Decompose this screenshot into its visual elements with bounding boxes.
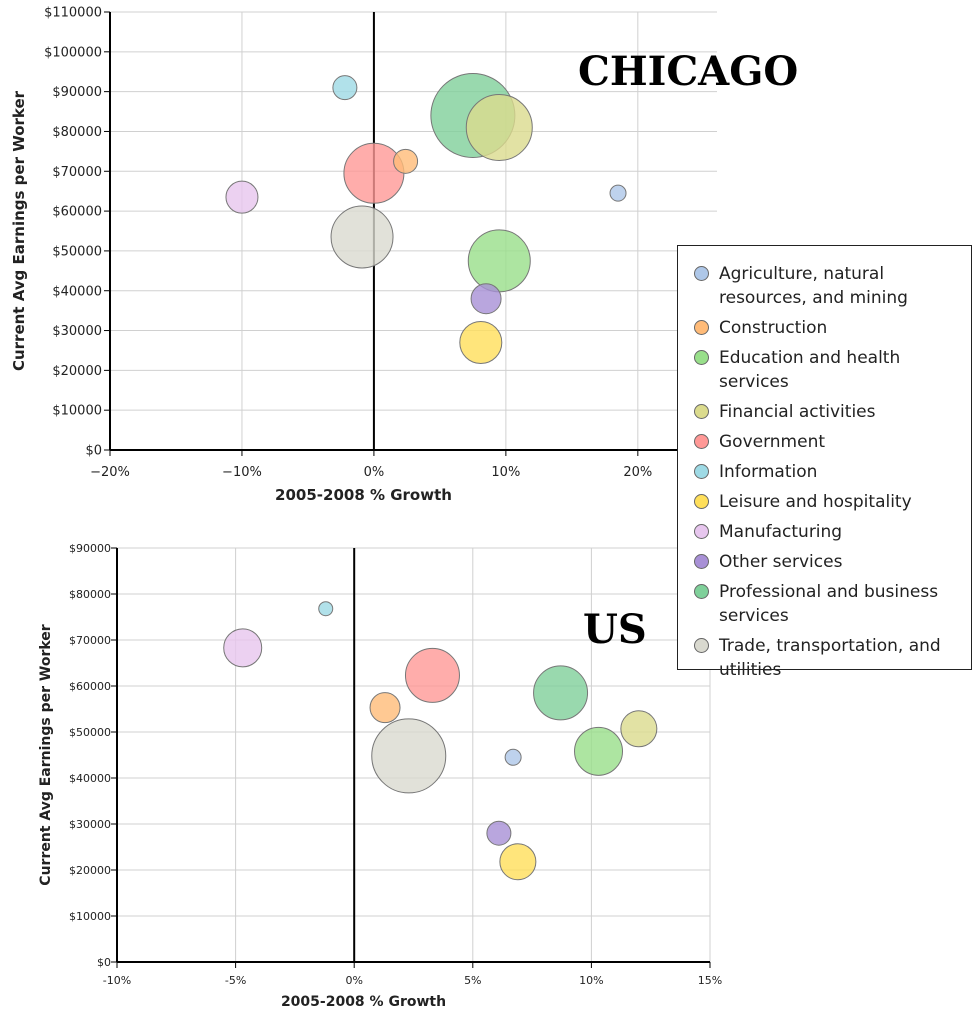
bubble-point — [499, 843, 537, 881]
y-tick-label: $10000 — [69, 910, 111, 923]
bubble-point — [465, 93, 533, 161]
y-tick-label: $20000 — [52, 364, 102, 379]
y-tick-label: $90000 — [69, 542, 111, 555]
x-tick-label: 10% — [579, 974, 603, 987]
legend-swatch — [694, 266, 709, 281]
y-tick-label: $50000 — [52, 244, 102, 259]
chart-chicago: $0 $10000 $20000 $30000 $40000 $50000 $60000 $7… — [10, 6, 798, 504]
legend-label: Other services — [719, 552, 843, 572]
legend-label: Trade, transportation, and utilities — [719, 636, 941, 680]
x-tick-label: 20% — [623, 465, 652, 480]
bubble-point — [369, 692, 401, 724]
y-tick-label: $110000 — [44, 6, 102, 21]
legend-swatch — [694, 524, 709, 539]
x-tick-label: 0% — [364, 465, 385, 480]
x-tick-label: −20% — [90, 465, 130, 480]
bubble-point — [504, 748, 522, 766]
bubble-point — [609, 184, 627, 202]
bubble-point — [225, 180, 259, 214]
legend-item: Government — [694, 430, 971, 454]
y-tick-label: $70000 — [52, 165, 102, 180]
legend: Agriculture, natural resources, and mini… — [677, 245, 972, 680]
x-tick-label: 5% — [464, 974, 481, 987]
bubble-point — [343, 142, 405, 204]
x-axis-title: 2005-2008 % Growth — [281, 994, 446, 1010]
legend-item: Leisure and hospitality — [694, 490, 971, 514]
y-tick-label: $70000 — [69, 634, 111, 647]
legend-item: Manufacturing — [694, 520, 971, 544]
y-tick-label: $40000 — [52, 284, 102, 299]
y-axis-title: Current Avg Earnings per Worker — [10, 90, 28, 371]
y-tick-label: $0 — [85, 444, 102, 459]
legend-swatch — [694, 638, 709, 653]
legend-swatch — [694, 464, 709, 479]
bubble-point — [486, 820, 512, 846]
x-tick-label: 0% — [345, 974, 362, 987]
bubble-point — [620, 710, 658, 748]
bubble-point — [470, 283, 502, 315]
bubble-point — [371, 718, 447, 794]
x-axis-title: 2005-2008 % Growth — [275, 486, 452, 504]
y-tick-label: $30000 — [69, 818, 111, 831]
legend-item: Trade, transportation, and utilities — [694, 634, 971, 682]
y-tick-label: $20000 — [69, 864, 111, 877]
legend-label: Professional and business services — [719, 582, 939, 626]
legend-label: Education and health services — [719, 348, 901, 392]
bubble-point — [459, 320, 503, 364]
y-tick-label: $80000 — [52, 125, 102, 140]
y-tick-label: $90000 — [52, 85, 102, 100]
legend-item: Professional and business services — [694, 580, 971, 628]
legend-label: Information — [719, 462, 818, 482]
x-tick-label: 15% — [698, 974, 722, 987]
bubble-point — [404, 647, 460, 703]
legend-label: Construction — [719, 318, 828, 338]
chart-title: CHICAGO — [578, 48, 798, 95]
legend-item: Financial activities — [694, 400, 971, 424]
legend-item: Agriculture, natural resources, and mini… — [694, 262, 971, 310]
legend-item: Information — [694, 460, 971, 484]
legend-label: Financial activities — [719, 402, 876, 422]
legend-item: Education and health services — [694, 346, 971, 394]
chart-title: US — [583, 606, 647, 653]
bubble-point — [393, 148, 419, 174]
legend-label: Manufacturing — [719, 522, 843, 542]
bubble-point — [223, 628, 263, 668]
bubble-point — [533, 665, 589, 721]
legend-swatch — [694, 320, 709, 335]
y-tick-label: $80000 — [69, 588, 111, 601]
legend-swatch — [694, 404, 709, 419]
x-tick-label: 10% — [491, 465, 520, 480]
legend-swatch — [694, 494, 709, 509]
bubble-point — [467, 229, 531, 293]
y-tick-label: $50000 — [69, 726, 111, 739]
bubble-point — [332, 75, 358, 101]
x-tick-label: -10% — [103, 974, 131, 987]
y-tick-label: $60000 — [69, 680, 111, 693]
legend-label: Agriculture, natural resources, and mini… — [719, 264, 908, 308]
legend-item: Construction — [694, 316, 971, 340]
bubble-point — [318, 601, 334, 617]
bubble-point — [574, 726, 624, 776]
y-tick-label: $10000 — [52, 404, 102, 419]
legend-item: Other services — [694, 550, 971, 574]
bubble-point — [330, 205, 394, 269]
legend-label: Leisure and hospitality — [719, 492, 912, 512]
legend-swatch — [694, 434, 709, 449]
y-tick-label: $30000 — [52, 324, 102, 339]
x-tick-label: -5% — [225, 974, 246, 987]
y-tick-label: $40000 — [69, 772, 111, 785]
y-tick-label: $60000 — [52, 205, 102, 220]
y-axis-title: Current Avg Earnings per Worker — [38, 624, 54, 886]
y-tick-label: $0 — [97, 956, 111, 969]
legend-label: Government — [719, 432, 826, 452]
legend-swatch — [694, 554, 709, 569]
y-tick-label: $100000 — [44, 45, 102, 60]
legend-swatch — [694, 584, 709, 599]
legend-swatch — [694, 350, 709, 365]
chart-us: $0 $10000 $20000 $30000 $40000 $50000 $60000 $7… — [38, 542, 722, 1010]
x-tick-label: −10% — [222, 465, 262, 480]
